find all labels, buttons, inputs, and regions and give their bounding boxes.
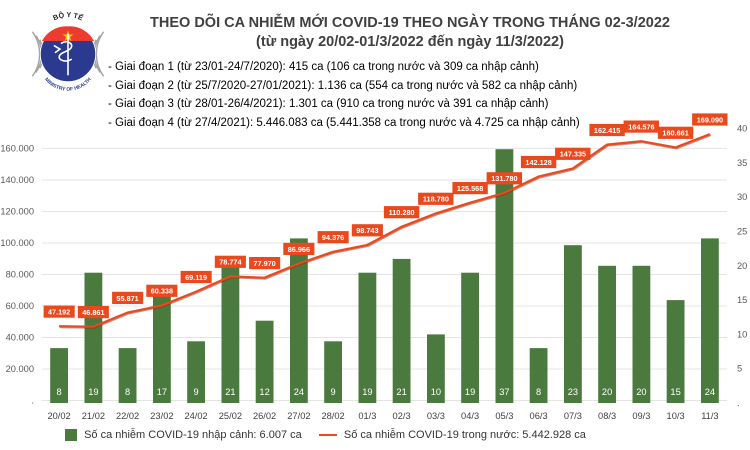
svg-text:25: 25 (737, 227, 747, 237)
svg-text:160.661: 160.661 (662, 129, 688, 138)
svg-text:77.970: 77.970 (253, 259, 275, 268)
svg-text:118.780: 118.780 (423, 195, 449, 204)
svg-text:24: 24 (705, 387, 715, 397)
svg-text:03/3: 03/3 (427, 411, 445, 421)
svg-text:147.335: 147.335 (560, 150, 586, 159)
svg-text:69.119: 69.119 (185, 273, 207, 282)
svg-text:46.861: 46.861 (82, 308, 104, 317)
svg-text:20: 20 (636, 387, 646, 397)
svg-text:160.000: 160.000 (0, 143, 34, 153)
svg-text:21/02: 21/02 (82, 411, 105, 421)
svg-text:15: 15 (670, 387, 680, 397)
svg-text:60.338: 60.338 (151, 287, 173, 296)
svg-text:10/3: 10/3 (667, 411, 685, 421)
svg-text:05/3: 05/3 (495, 411, 513, 421)
svg-text:10: 10 (431, 387, 441, 397)
svg-text:27/02: 27/02 (287, 411, 310, 421)
svg-text:169.090: 169.090 (697, 115, 723, 124)
svg-text:.: . (737, 398, 740, 408)
svg-text:9: 9 (331, 387, 336, 397)
svg-text:20/02: 20/02 (47, 411, 70, 421)
svg-text:20: 20 (737, 261, 747, 271)
svg-text:04/3: 04/3 (461, 411, 479, 421)
svg-text:35: 35 (737, 158, 747, 168)
svg-text:19: 19 (362, 387, 372, 397)
svg-text:07/3: 07/3 (564, 411, 582, 421)
svg-text:26/02: 26/02 (253, 411, 276, 421)
svg-text:19: 19 (88, 387, 98, 397)
svg-text:01/3: 01/3 (358, 411, 376, 421)
svg-text:40.000: 40.000 (6, 333, 34, 343)
svg-text:8: 8 (536, 387, 541, 397)
svg-text:30: 30 (737, 192, 747, 202)
svg-text:09/3: 09/3 (632, 411, 650, 421)
svg-text:20.000: 20.000 (6, 364, 34, 374)
svg-text:10: 10 (737, 329, 747, 339)
svg-text:28/02: 28/02 (321, 411, 344, 421)
svg-text:17: 17 (157, 387, 167, 397)
svg-text:25/02: 25/02 (219, 411, 242, 421)
svg-text:78.774: 78.774 (219, 258, 242, 267)
svg-text:06/3: 06/3 (530, 411, 548, 421)
svg-text:21: 21 (225, 387, 235, 397)
svg-text:8: 8 (57, 387, 62, 397)
svg-text:12: 12 (259, 387, 269, 397)
svg-text:55.871: 55.871 (116, 294, 138, 303)
svg-text:23: 23 (568, 387, 578, 397)
svg-text:142.128: 142.128 (525, 158, 551, 167)
svg-text:37: 37 (499, 387, 509, 397)
svg-text:08/3: 08/3 (598, 411, 616, 421)
svg-text:100.000: 100.000 (0, 238, 34, 248)
svg-text:98.743: 98.743 (356, 226, 378, 235)
svg-text:15: 15 (737, 295, 747, 305)
svg-text:120.000: 120.000 (0, 207, 34, 217)
svg-text:94.376: 94.376 (322, 233, 344, 242)
svg-text:9: 9 (194, 387, 199, 397)
svg-text:131.780: 131.780 (491, 174, 517, 183)
svg-text:5: 5 (737, 364, 742, 374)
svg-text:80.000: 80.000 (6, 270, 34, 280)
svg-text:86.966: 86.966 (288, 245, 310, 254)
svg-text:.: . (31, 396, 34, 406)
svg-text:162.415: 162.415 (594, 126, 620, 135)
svg-text:47.192: 47.192 (48, 308, 70, 317)
svg-text:24/02: 24/02 (184, 411, 207, 421)
svg-text:20: 20 (602, 387, 612, 397)
svg-text:23/02: 23/02 (150, 411, 173, 421)
svg-text:24: 24 (294, 387, 304, 397)
svg-text:19: 19 (465, 387, 475, 397)
svg-text:164.576: 164.576 (628, 123, 654, 132)
svg-text:125.568: 125.568 (457, 184, 483, 193)
svg-text:40: 40 (737, 124, 747, 134)
svg-text:8: 8 (125, 387, 130, 397)
svg-text:140.000: 140.000 (0, 175, 34, 185)
svg-text:02/3: 02/3 (393, 411, 411, 421)
svg-text:22/02: 22/02 (116, 411, 139, 421)
svg-text:11/3: 11/3 (701, 411, 718, 421)
svg-text:110.280: 110.280 (389, 208, 415, 217)
svg-text:21: 21 (396, 387, 406, 397)
svg-text:60.000: 60.000 (6, 301, 34, 311)
